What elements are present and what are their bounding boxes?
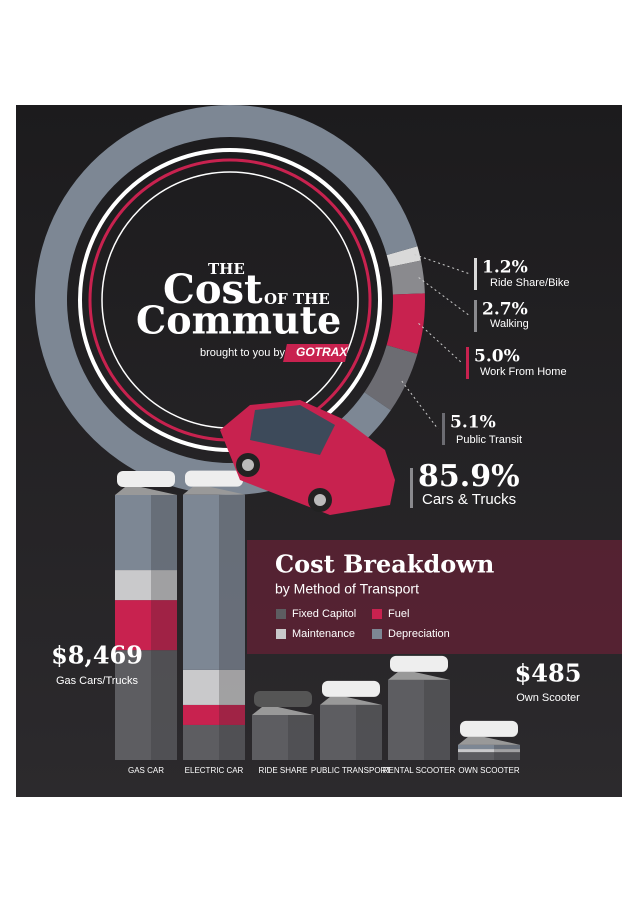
bar-top: [183, 486, 245, 495]
donut-slice: [386, 246, 421, 268]
car-illustration: [220, 400, 395, 515]
bar-segment: [458, 749, 494, 753]
donut: [35, 105, 426, 496]
bar-side: [424, 679, 450, 760]
donut-slice: [364, 345, 418, 411]
legend-label: Fixed Capitol: [292, 608, 356, 620]
legend-label: Depreciation: [388, 628, 450, 640]
slice-label: Cars & Trucks: [422, 491, 516, 508]
legend-swatch: [372, 609, 382, 619]
annotation-caption: Gas Cars/Trucks: [56, 675, 139, 687]
slice-label: Public Transit: [456, 434, 522, 446]
vehicle: [322, 680, 380, 697]
slice-label: Ride Share/Bike: [490, 277, 570, 289]
title: OF THE: [264, 290, 330, 308]
slice-value: 85.9%: [418, 459, 520, 494]
bar-side: [151, 600, 177, 651]
bar-top: [458, 736, 520, 745]
bar-top: [252, 706, 314, 715]
legend-swatch: [276, 629, 286, 639]
annotation-value: $8,469: [51, 641, 143, 670]
x-tick-label: ELECTRIC CAR: [185, 766, 244, 775]
section-subtitle: by Method of Transport: [275, 581, 419, 597]
bar-side: [219, 724, 245, 760]
label-marker: [474, 258, 477, 290]
bar-segment: [320, 704, 356, 760]
brand: GOTRAX: [296, 345, 348, 359]
donut-slice: [386, 293, 426, 354]
leader: [401, 380, 439, 430]
vehicle: [117, 470, 175, 487]
bar-side: [494, 749, 520, 753]
x-tick-label: PUBLIC TRANSPORT: [311, 766, 391, 775]
vehicle: [185, 470, 243, 487]
x-tick-label: RIDE SHARE: [259, 766, 308, 775]
vehicle: [254, 690, 312, 707]
bar-segment: [115, 600, 151, 651]
bar-side: [494, 744, 520, 750]
bar-top: [320, 696, 382, 705]
bar-side: [288, 714, 314, 760]
bar-side: [151, 650, 177, 760]
bar-segment: [115, 494, 151, 571]
bar-side: [151, 494, 177, 571]
section-title: Cost Breakdown: [275, 550, 494, 579]
title: Cost: [163, 266, 263, 313]
vehicle: [460, 720, 518, 737]
bar-side: [219, 669, 245, 705]
bar-segment: [458, 744, 494, 750]
brand-badge: [283, 344, 349, 362]
title: Commute: [136, 298, 341, 343]
bar-side: [494, 752, 520, 760]
title: THE: [208, 260, 245, 278]
leader: [418, 277, 471, 317]
slice-value: 5.1%: [450, 413, 496, 433]
marks: [115, 470, 520, 760]
legend-label: Maintenance: [292, 628, 355, 640]
slice-value: 2.7%: [482, 300, 528, 320]
label-marker: [466, 347, 469, 379]
bar-segment: [183, 724, 219, 760]
bar-side: [219, 494, 245, 670]
vehicle: [390, 655, 448, 672]
bar-segment: [252, 714, 288, 760]
legend-label: Fuel: [388, 608, 409, 620]
bar-top: [115, 486, 177, 495]
annotation-caption: Own Scooter: [516, 692, 580, 704]
bar-segment: [115, 650, 151, 760]
label-marker: [410, 468, 413, 508]
bar-top: [388, 671, 450, 680]
bar-side: [219, 704, 245, 725]
bar-side: [356, 704, 382, 760]
label-marker: [442, 413, 445, 445]
bar-segment: [183, 704, 219, 725]
bar-segment: [183, 669, 219, 705]
breakdown-panel: [247, 540, 622, 654]
slice-value: 5.0%: [474, 347, 520, 367]
bar-segment: [115, 570, 151, 601]
x-tick-label: OWN SCOOTER: [458, 766, 520, 775]
label-marker: [474, 300, 477, 332]
bar-side: [151, 570, 177, 601]
bar-segment: [388, 679, 424, 760]
byline: brought to you by: [200, 347, 286, 359]
legend-swatch: [372, 629, 382, 639]
donut-slice: [389, 260, 425, 295]
slice-label: Work From Home: [480, 366, 567, 378]
bar-segment: [458, 752, 494, 760]
x-tick-label: RENTAL SCOOTER: [383, 766, 456, 775]
x-tick-label: GAS CAR: [128, 766, 164, 775]
slice-value: 1.2%: [482, 258, 528, 278]
legend-swatch: [276, 609, 286, 619]
slice-label: Walking: [490, 318, 529, 330]
annotation-value: $485: [515, 659, 582, 688]
bar-segment: [183, 494, 219, 670]
